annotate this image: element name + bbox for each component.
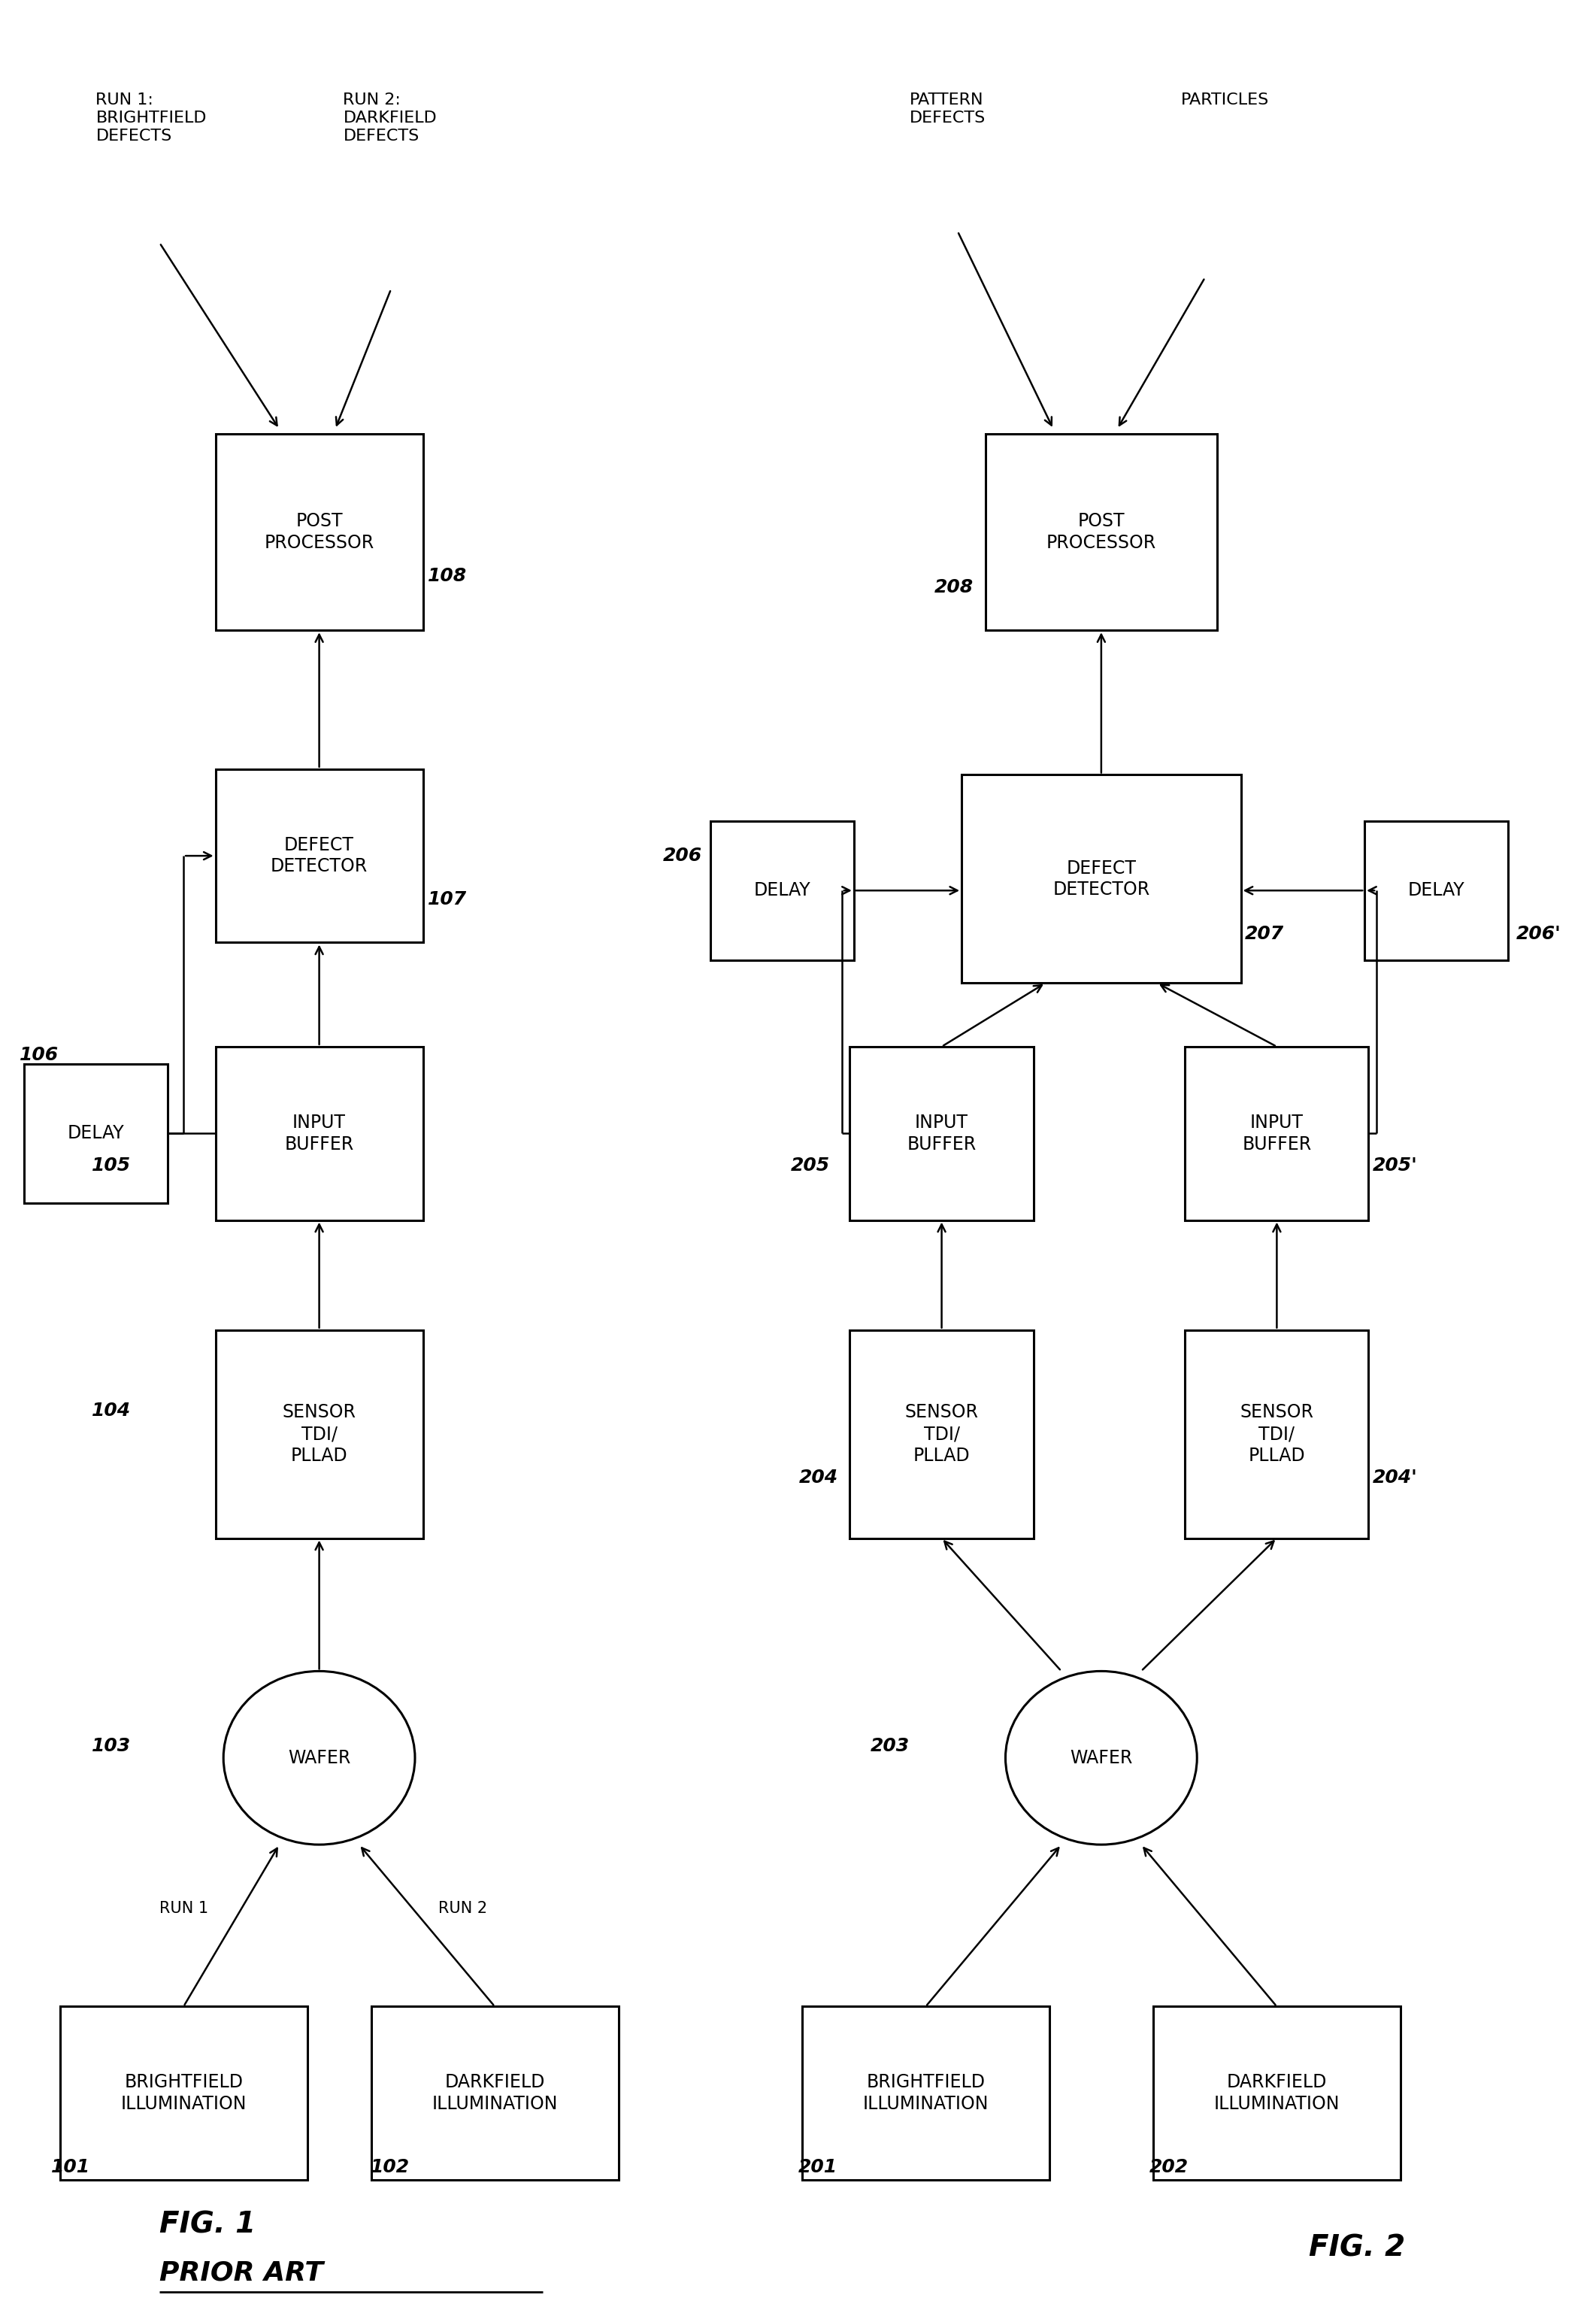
Text: 205: 205	[790, 1156, 830, 1175]
Bar	[1152, 2005, 1401, 2179]
Text: DARKFIELD
ILLUMINATION: DARKFIELD ILLUMINATION	[1215, 2072, 1339, 2114]
Text: DEFECT
DETECTOR: DEFECT DETECTOR	[271, 835, 367, 877]
Text: 205': 205'	[1373, 1156, 1417, 1175]
Text: SENSOR
TDI/
PLLAD: SENSOR TDI/ PLLAD	[282, 1404, 356, 1464]
Bar	[961, 775, 1240, 983]
Bar	[215, 768, 423, 944]
Text: SENSOR
TDI/
PLLAD: SENSOR TDI/ PLLAD	[1240, 1404, 1314, 1464]
Bar	[215, 1045, 423, 1221]
Text: 206': 206'	[1516, 925, 1561, 944]
Text: INPUT
BUFFER: INPUT BUFFER	[907, 1113, 977, 1154]
Text: BRIGHTFIELD
ILLUMINATION: BRIGHTFIELD ILLUMINATION	[121, 2072, 246, 2114]
Text: 106: 106	[19, 1045, 59, 1064]
Text: PARTICLES: PARTICLES	[1181, 93, 1269, 109]
Text: 207: 207	[1245, 925, 1285, 944]
Text: POST
PROCESSOR: POST PROCESSOR	[1047, 511, 1156, 553]
Text: 101: 101	[51, 2158, 91, 2177]
Text: RUN 2: RUN 2	[439, 1901, 487, 1915]
Bar	[24, 1064, 168, 1203]
Text: SENSOR
TDI/
PLLAD: SENSOR TDI/ PLLAD	[905, 1404, 978, 1464]
Text: POST
PROCESSOR: POST PROCESSOR	[265, 511, 373, 553]
Text: 206: 206	[662, 847, 702, 865]
Text: 102: 102	[370, 2158, 410, 2177]
Text: DEFECT
DETECTOR: DEFECT DETECTOR	[1053, 858, 1149, 900]
Bar	[801, 2005, 1050, 2179]
Text: 107: 107	[428, 891, 468, 909]
Text: INPUT
BUFFER: INPUT BUFFER	[284, 1113, 354, 1154]
Text: 203: 203	[870, 1737, 910, 1756]
Text: RUN 1:
BRIGHTFIELD
DEFECTS: RUN 1: BRIGHTFIELD DEFECTS	[96, 93, 206, 143]
Text: PATTERN
DEFECTS: PATTERN DEFECTS	[910, 93, 986, 125]
Text: 201: 201	[798, 2158, 838, 2177]
Bar	[710, 821, 854, 960]
Text: FIG. 1: FIG. 1	[160, 2211, 255, 2239]
Text: 103: 103	[91, 1737, 131, 1756]
Text: FIG. 2: FIG. 2	[1309, 2234, 1404, 2262]
Text: BRIGHTFIELD
ILLUMINATION: BRIGHTFIELD ILLUMINATION	[863, 2072, 988, 2114]
Text: 208: 208	[934, 578, 974, 597]
Bar	[215, 435, 423, 629]
Text: WAFER: WAFER	[287, 1749, 351, 1767]
Text: DELAY: DELAY	[67, 1124, 124, 1143]
Bar	[985, 435, 1216, 629]
Text: DELAY: DELAY	[753, 881, 811, 900]
Text: 202: 202	[1149, 2158, 1189, 2177]
Text: 204: 204	[798, 1469, 838, 1487]
Text: DARKFIELD
ILLUMINATION: DARKFIELD ILLUMINATION	[433, 2072, 557, 2114]
Bar	[370, 2005, 618, 2179]
Bar	[849, 1330, 1034, 1538]
Text: INPUT
BUFFER: INPUT BUFFER	[1242, 1113, 1312, 1154]
Text: PRIOR ART: PRIOR ART	[160, 2260, 324, 2285]
Bar	[1184, 1045, 1369, 1221]
Text: 105: 105	[91, 1156, 131, 1175]
Bar	[61, 2005, 306, 2179]
Text: DELAY: DELAY	[1408, 881, 1465, 900]
Bar	[215, 1330, 423, 1538]
Text: RUN 1: RUN 1	[160, 1901, 207, 1915]
Bar	[1365, 821, 1508, 960]
Bar	[849, 1045, 1034, 1221]
Text: 204': 204'	[1373, 1469, 1417, 1487]
Bar	[1184, 1330, 1369, 1538]
Text: 104: 104	[91, 1402, 131, 1420]
Text: 108: 108	[428, 567, 468, 585]
Text: WAFER: WAFER	[1069, 1749, 1133, 1767]
Text: RUN 2:
DARKFIELD
DEFECTS: RUN 2: DARKFIELD DEFECTS	[343, 93, 437, 143]
